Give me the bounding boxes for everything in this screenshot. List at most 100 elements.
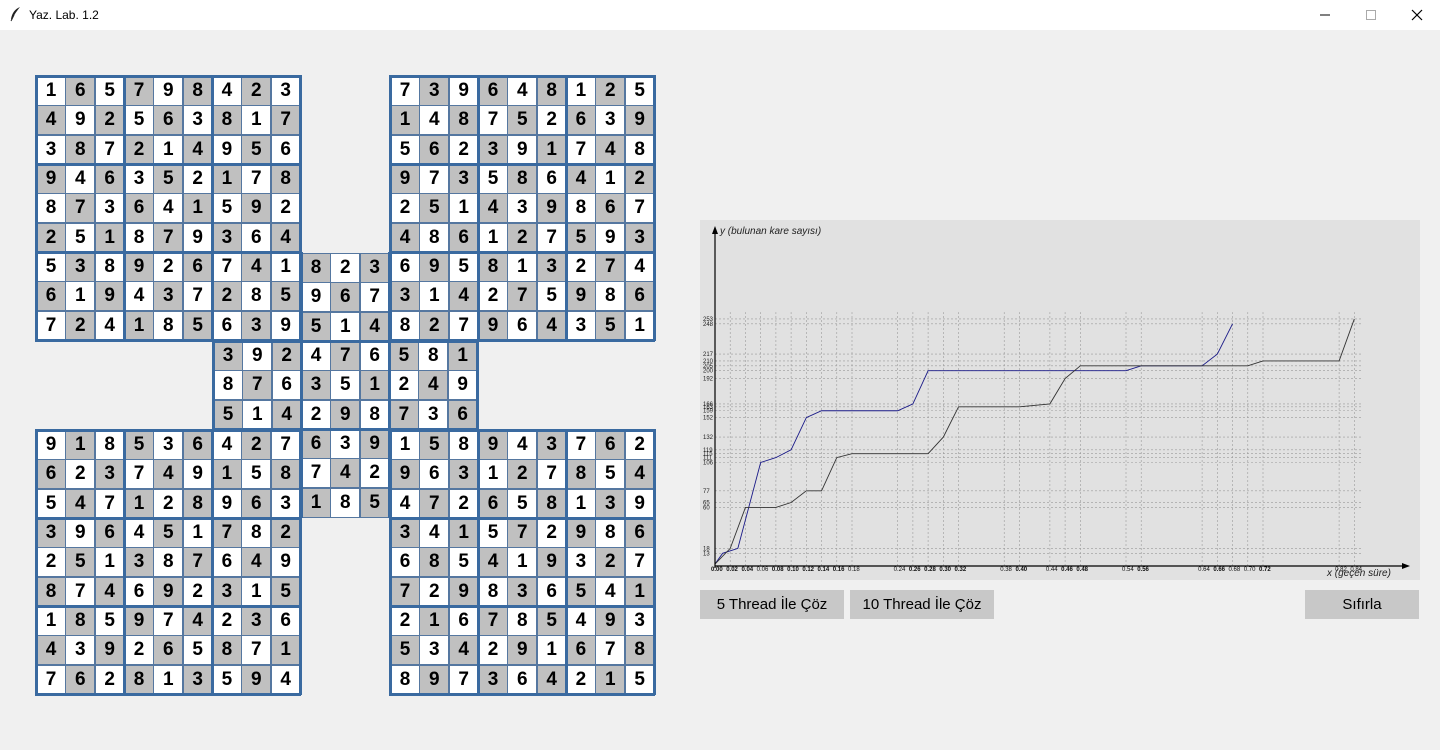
- sudoku-cell[interactable]: 7: [330, 340, 361, 371]
- sudoku-cell[interactable]: 4: [182, 134, 213, 165]
- sudoku-cell[interactable]: 9: [477, 430, 508, 460]
- sudoku-cell[interactable]: 6: [390, 251, 420, 282]
- sudoku-cell[interactable]: 2: [477, 281, 508, 312]
- sudoku-cell[interactable]: 6: [477, 488, 508, 519]
- sudoku-cell[interactable]: 4: [153, 459, 184, 490]
- sudoku-cell[interactable]: 9: [182, 222, 213, 253]
- sudoku-cell[interactable]: 7: [94, 488, 125, 519]
- sudoku-cell[interactable]: 7: [211, 517, 242, 548]
- sudoku-cell[interactable]: 7: [565, 430, 596, 460]
- maximize-button[interactable]: [1348, 0, 1394, 30]
- sudoku-cell[interactable]: 2: [182, 576, 213, 607]
- sudoku-cell[interactable]: 5: [507, 488, 538, 519]
- sudoku-cell[interactable]: 3: [565, 310, 596, 341]
- sudoku-cell[interactable]: 5: [477, 517, 508, 548]
- sudoku-cell[interactable]: 6: [624, 281, 655, 312]
- sudoku-cell[interactable]: 4: [330, 458, 361, 489]
- sudoku-cell[interactable]: 5: [270, 576, 301, 607]
- sudoku-cell[interactable]: 9: [242, 340, 273, 371]
- sudoku-cell[interactable]: 5: [390, 134, 420, 165]
- sudoku-cell[interactable]: 3: [448, 459, 479, 490]
- sudoku-cell[interactable]: 5: [123, 430, 154, 460]
- sudoku-cell[interactable]: 3: [241, 605, 272, 636]
- sudoku-cell[interactable]: 7: [36, 664, 66, 695]
- sudoku-cell[interactable]: 5: [390, 635, 420, 666]
- sudoku-cell[interactable]: 8: [448, 430, 479, 460]
- sudoku-cell[interactable]: 2: [211, 605, 242, 636]
- sudoku-cell[interactable]: 1: [536, 134, 567, 165]
- sudoku-cell[interactable]: 9: [447, 370, 478, 401]
- sudoku-cell[interactable]: 8: [330, 487, 361, 518]
- sudoku-cell[interactable]: 2: [507, 222, 538, 253]
- sudoku-cell[interactable]: 7: [36, 310, 66, 341]
- sudoku-cell[interactable]: 5: [536, 281, 567, 312]
- sudoku-cell[interactable]: 4: [270, 222, 301, 253]
- sudoku-cell[interactable]: 2: [595, 547, 626, 578]
- sudoku-cell[interactable]: 3: [448, 163, 479, 194]
- sudoku-cell[interactable]: 9: [536, 547, 567, 578]
- sudoku-cell[interactable]: 7: [211, 251, 242, 282]
- sudoku-cell[interactable]: 1: [595, 163, 626, 194]
- sudoku-cell[interactable]: 1: [390, 430, 420, 460]
- sudoku-cell[interactable]: 4: [507, 430, 538, 460]
- sudoku-cell[interactable]: 3: [565, 547, 596, 578]
- sudoku-cell[interactable]: 7: [153, 222, 184, 253]
- sudoku-cell[interactable]: 4: [241, 251, 272, 282]
- sudoku-cell[interactable]: 8: [419, 547, 450, 578]
- sudoku-cell[interactable]: 6: [448, 222, 479, 253]
- sudoku-cell[interactable]: 4: [624, 251, 655, 282]
- sudoku-cell[interactable]: 7: [419, 163, 450, 194]
- sudoku-cell[interactable]: 9: [419, 251, 450, 282]
- sudoku-cell[interactable]: 5: [213, 399, 243, 430]
- sudoku-cell[interactable]: 6: [300, 428, 331, 459]
- sudoku-cell[interactable]: 4: [359, 311, 390, 342]
- sudoku-cell[interactable]: 2: [624, 430, 655, 460]
- sudoku-cell[interactable]: 4: [94, 310, 125, 341]
- sudoku-cell[interactable]: 4: [595, 576, 626, 607]
- sudoku-cell[interactable]: 9: [536, 193, 567, 224]
- sudoku-cell[interactable]: 6: [507, 310, 538, 341]
- sudoku-cell[interactable]: 5: [36, 488, 66, 519]
- sudoku-cell[interactable]: 9: [153, 576, 184, 607]
- sudoku-cell[interactable]: 4: [182, 605, 213, 636]
- sudoku-cell[interactable]: 8: [390, 664, 420, 695]
- sudoku-cell[interactable]: 4: [448, 635, 479, 666]
- sudoku-cell[interactable]: 6: [595, 193, 626, 224]
- sudoku-cell[interactable]: 8: [270, 459, 301, 490]
- sudoku-cell[interactable]: 5: [65, 547, 96, 578]
- sudoku-cell[interactable]: 7: [65, 576, 96, 607]
- sudoku-cell[interactable]: 2: [36, 547, 66, 578]
- sudoku-cell[interactable]: 2: [359, 458, 390, 489]
- sudoku-cell[interactable]: 8: [536, 76, 567, 106]
- sudoku-cell[interactable]: 9: [595, 222, 626, 253]
- sudoku-cell[interactable]: 1: [211, 163, 242, 194]
- sudoku-cell[interactable]: 8: [65, 605, 96, 636]
- sudoku-cell[interactable]: 5: [94, 605, 125, 636]
- sudoku-cell[interactable]: 8: [123, 664, 154, 695]
- solve-5-threads-button[interactable]: 5 Thread İle Çöz: [700, 590, 844, 619]
- sudoku-cell[interactable]: 2: [477, 635, 508, 666]
- sudoku-cell[interactable]: 4: [536, 310, 567, 341]
- sudoku-cell[interactable]: 6: [477, 76, 508, 106]
- sudoku-cell[interactable]: 8: [270, 163, 301, 194]
- sudoku-cell[interactable]: 2: [419, 310, 450, 341]
- sudoku-cell[interactable]: 2: [94, 664, 125, 695]
- sudoku-cell[interactable]: 4: [419, 517, 450, 548]
- sudoku-cell[interactable]: 3: [182, 105, 213, 136]
- sudoku-cell[interactable]: 5: [595, 459, 626, 490]
- sudoku-cell[interactable]: 2: [536, 517, 567, 548]
- sudoku-cell[interactable]: 3: [241, 310, 272, 341]
- sudoku-cell[interactable]: 7: [123, 76, 154, 106]
- sudoku-cell[interactable]: 3: [182, 664, 213, 695]
- sudoku-cell[interactable]: 3: [419, 635, 450, 666]
- minimize-button[interactable]: [1302, 0, 1348, 30]
- sudoku-cell[interactable]: 6: [65, 76, 96, 106]
- sudoku-cell[interactable]: 7: [390, 576, 420, 607]
- sudoku-cell[interactable]: 6: [211, 310, 242, 341]
- sudoku-cell[interactable]: 3: [300, 370, 331, 401]
- sudoku-cell[interactable]: 8: [65, 134, 96, 165]
- sudoku-cell[interactable]: 5: [624, 76, 655, 106]
- sudoku-cell[interactable]: 7: [388, 399, 419, 430]
- sudoku-cell[interactable]: 4: [153, 193, 184, 224]
- sudoku-cell[interactable]: 1: [595, 664, 626, 695]
